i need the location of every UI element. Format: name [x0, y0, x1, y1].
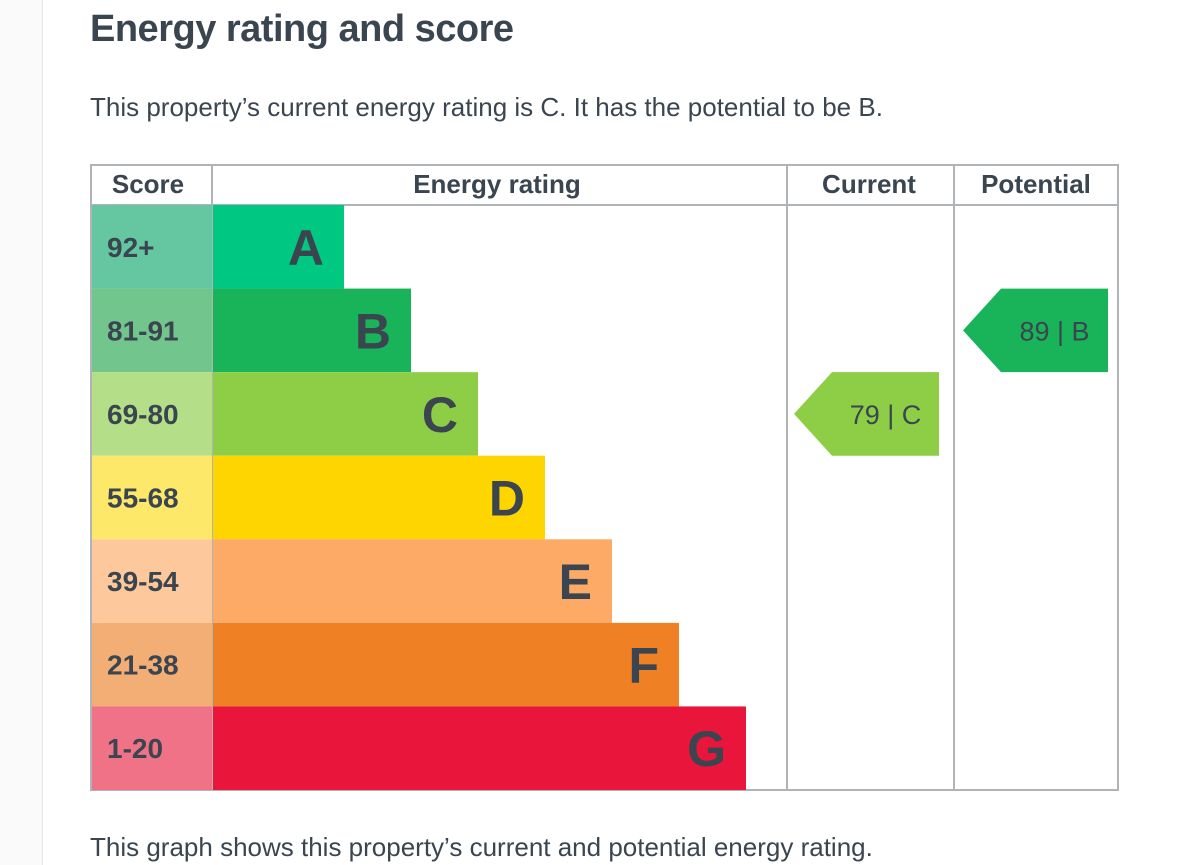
band-row-b: 81-91 B	[92, 288, 411, 373]
band-row-g: 1-20 G	[92, 706, 746, 790]
rating-letter: G	[687, 721, 726, 777]
rating-bar	[213, 539, 612, 623]
score-cell	[92, 539, 212, 623]
section-title: Energy rating and score	[90, 8, 514, 50]
score-cell	[92, 372, 212, 456]
rating-letter: A	[288, 220, 324, 276]
score-range-label: 81-91	[107, 315, 179, 346]
rating-bar	[213, 622, 679, 707]
band-row-e: 39-54 E	[92, 539, 612, 623]
current-rating-marker: 79 | C	[794, 372, 939, 456]
header-score: Score	[112, 169, 184, 199]
chart-headers: Score Energy rating Current Potential	[112, 169, 1091, 199]
rating-letter: C	[422, 387, 458, 443]
rating-bar	[213, 288, 411, 373]
rating-bar	[213, 372, 478, 456]
score-range-label: 92+	[107, 232, 155, 263]
potential-rating-marker-arrow	[963, 288, 1108, 373]
rating-summary: This property’s current energy rating is…	[90, 92, 883, 122]
rating-letter: E	[559, 554, 592, 610]
potential-rating-marker: 89 | B	[963, 288, 1108, 373]
rating-letter: D	[489, 471, 525, 527]
score-range-label: 69-80	[107, 399, 179, 430]
score-range-label: 39-54	[107, 566, 179, 597]
current-rating-marker-label: 79 | C	[850, 400, 922, 430]
rating-bands: 92+ A 81-91 B 69-80 C 55-68 D 39-54 E 21-38 F 1-20 G	[92, 205, 746, 790]
score-cell	[92, 622, 212, 707]
header-current: Current	[822, 169, 916, 199]
current-rating-marker-arrow	[794, 372, 939, 456]
chart-caption: This graph shows this property’s current…	[90, 832, 873, 862]
rating-bar	[213, 455, 545, 540]
band-row-c: 69-80 C	[92, 372, 478, 456]
score-cell	[92, 455, 212, 540]
rating-bar	[213, 706, 746, 790]
left-margin-rule	[0, 0, 43, 865]
band-row-a: 92+ A	[92, 205, 344, 289]
score-cell	[92, 706, 212, 790]
score-range-label: 55-68	[107, 483, 179, 514]
rating-markers: 79 | C 89 | B	[794, 288, 1108, 456]
potential-rating-marker-label: 89 | B	[1019, 316, 1089, 346]
band-row-f: 21-38 F	[92, 622, 679, 707]
header-potential: Potential	[981, 169, 1091, 199]
rating-letter: F	[628, 638, 659, 694]
band-row-d: 55-68 D	[92, 455, 545, 540]
score-cell	[92, 205, 212, 289]
score-cell	[92, 288, 212, 373]
rating-bar	[213, 205, 344, 289]
rating-letter: B	[355, 303, 391, 359]
score-range-label: 21-38	[107, 650, 179, 681]
header-energy-rating: Energy rating	[413, 169, 581, 199]
score-range-label: 1-20	[107, 733, 163, 764]
